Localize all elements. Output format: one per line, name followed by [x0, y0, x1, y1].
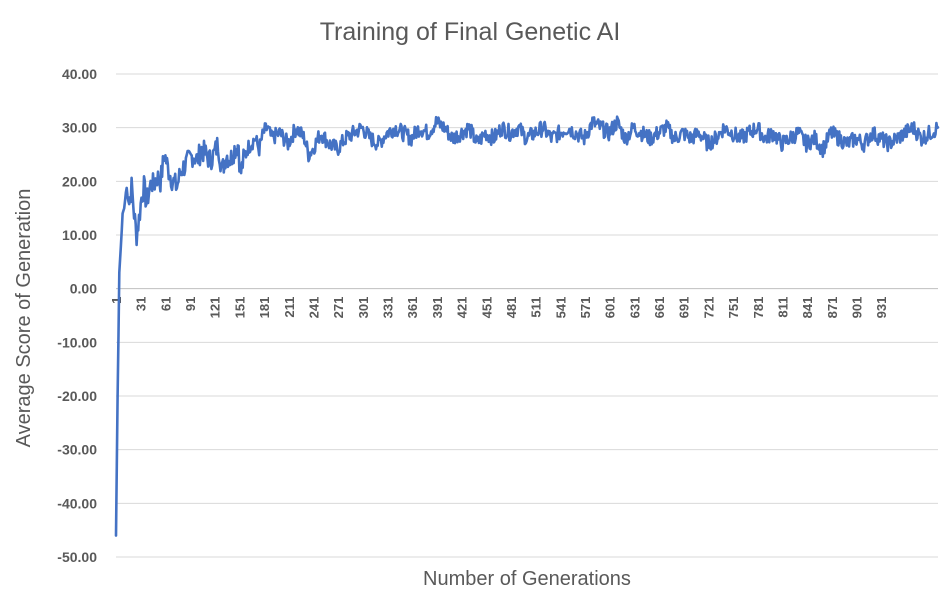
x-axis-tick-labels: 1 31 61 91 121 151 181 211 241 271 301 331 361 391 421…	[109, 297, 889, 319]
x-tick-label: 271	[331, 297, 346, 319]
series-line-average-score	[114, 115, 940, 537]
x-tick-label: 91	[183, 297, 198, 311]
x-tick-label: 691	[677, 297, 692, 319]
x-tick-label: 331	[381, 297, 396, 319]
x-tick-label: 871	[825, 297, 840, 319]
x-tick-label: 571	[578, 297, 593, 319]
x-tick-label: 451	[479, 297, 494, 319]
series-layer	[114, 115, 940, 537]
x-tick-label: 511	[529, 297, 544, 318]
x-tick-label: 121	[208, 297, 223, 319]
x-tick-label: 841	[800, 297, 815, 319]
x-tick-label: 931	[874, 297, 889, 319]
x-tick-label: 541	[553, 297, 568, 319]
y-tick-label: 20.00	[62, 173, 97, 189]
y-tick-label: -20.00	[57, 388, 97, 404]
y-axis-tick-labels: 40.00 30.00 20.00 10.00 0.00 -10.00 -20.00 -30.…	[57, 66, 97, 565]
y-tick-label: 0.00	[70, 281, 97, 297]
x-tick-label: 481	[504, 297, 519, 319]
x-tick-label: 1	[109, 297, 124, 304]
y-tick-label: -30.00	[57, 442, 97, 458]
x-tick-label: 661	[652, 297, 667, 319]
x-axis-title: Number of Generations	[423, 568, 631, 590]
x-tick-label: 181	[257, 297, 272, 319]
y-tick-label: -50.00	[57, 549, 97, 565]
x-tick-label: 361	[405, 297, 420, 319]
y-tick-label: 10.00	[62, 227, 97, 243]
chart-title: Training of Final Genetic AI	[320, 18, 621, 46]
x-tick-label: 211	[282, 297, 297, 318]
x-tick-label: 601	[603, 297, 618, 319]
x-tick-label: 811	[775, 297, 790, 318]
y-axis-title: Average Score of Generation	[13, 189, 35, 448]
x-tick-label: 721	[701, 297, 716, 319]
x-tick-label: 301	[356, 297, 371, 319]
x-tick-label: 61	[158, 297, 173, 311]
gridlines	[116, 73, 938, 558]
x-tick-label: 151	[232, 297, 247, 319]
x-tick-label: 391	[430, 297, 445, 319]
x-tick-label: 31	[134, 297, 149, 311]
y-tick-label: -10.00	[57, 334, 97, 350]
x-tick-label: 781	[751, 297, 766, 319]
x-tick-label: 751	[726, 297, 741, 319]
x-tick-label: 421	[455, 297, 470, 319]
y-tick-label: 30.00	[62, 120, 97, 136]
y-tick-label: 40.00	[62, 66, 97, 82]
x-tick-label: 631	[627, 297, 642, 319]
y-tick-label: -40.00	[57, 495, 97, 511]
x-tick-label: 901	[850, 297, 865, 319]
x-tick-label: 241	[306, 297, 321, 319]
